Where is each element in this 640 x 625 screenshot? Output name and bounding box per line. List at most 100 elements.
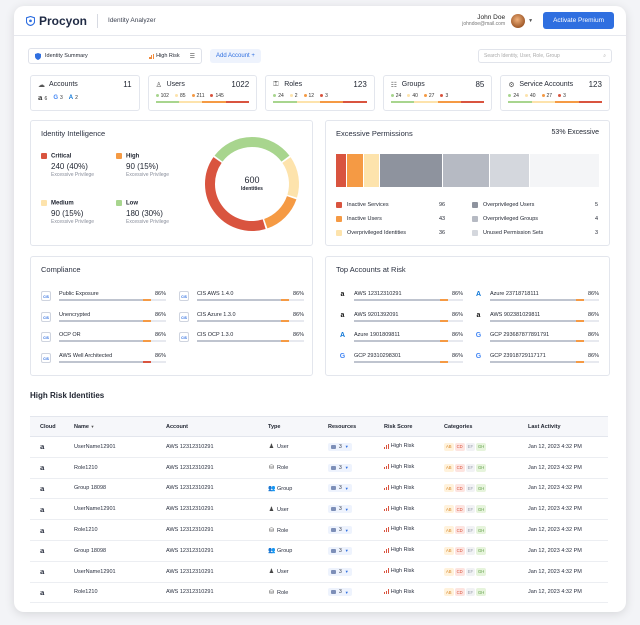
table-row[interactable]: a UserName12901 AWS 12312310291 ♟ User 3 ▼ High… [30,561,608,583]
avatar[interactable] [511,13,526,28]
resources-dropdown[interactable]: 3 ▼ [328,442,352,451]
permission-bar-segment[interactable] [380,154,442,187]
permission-item[interactable]: Inactive Services 96 [336,202,462,208]
table-row[interactable]: a Role1210 AWS 12312310291 ⛁ Role 3 ▼ High Risk… [30,457,608,479]
compliance-item[interactable]: CIS CIS Azure 1.3.0 86% [179,310,304,328]
chevron-down-icon[interactable]: ▼ [528,17,534,24]
cell-name[interactable]: Group 18098 [64,540,156,562]
account-item[interactable]: G GCP 293687877891791 86% [474,330,599,348]
roles-card[interactable]: ⚿ Roles 123 24 2 12 3 [265,75,375,111]
resources-dropdown[interactable]: 3 ▼ [328,588,352,597]
category-tag[interactable]: AB [444,463,454,472]
cell-name[interactable]: Role1210 [64,519,156,541]
category-tag[interactable]: CD [454,505,465,514]
table-row[interactable]: a Role1210 AWS 12312310291 ⛁ Role 3 ▼ High Risk… [30,519,608,541]
category-tag[interactable]: EF [465,442,476,451]
cell-name[interactable]: Group 18098 [64,478,156,500]
category-tag[interactable]: EF [465,546,476,555]
category-tag[interactable]: GH [476,442,487,451]
category-tag[interactable]: CD [454,526,465,535]
severity-high[interactable]: High 90 (15%) Excessive Privilege [116,153,169,178]
category-tag[interactable]: AB [444,484,454,493]
category-tag[interactable]: EF [465,505,476,514]
account-item[interactable]: A Azure 23718718111 86% [474,289,599,307]
permission-item[interactable]: Overprivileged Groups 4 [472,216,598,222]
logo[interactable]: Procyon [26,14,87,28]
col-name[interactable]: Name ▼ [64,416,156,437]
category-tag[interactable]: CD [454,567,465,576]
resources-dropdown[interactable]: 3 ▼ [328,526,352,535]
permission-item[interactable]: Inactive Users 43 [336,216,462,222]
category-tag[interactable]: GH [476,588,487,597]
permission-bar-segment[interactable] [529,154,600,187]
cell-name[interactable]: Role1210 [64,457,156,479]
compliance-item[interactable]: CIS Public Exposure 86% [41,289,166,307]
cell-name[interactable]: UserName12901 [64,436,156,458]
compliance-item[interactable]: CIS OCP OR 86% [41,330,166,348]
category-tag[interactable]: GH [476,526,487,535]
sort-down-icon[interactable]: ▼ [90,423,95,429]
account-item[interactable]: a AWS 902381029811 86% [474,310,599,328]
service-accounts-card[interactable]: ⚙ Service Accounts 123 24 40 27 3 [500,75,610,111]
donut-slice-high[interactable] [263,195,297,229]
category-tag[interactable]: AB [444,526,454,535]
resources-dropdown[interactable]: 3 ▼ [328,463,352,472]
compliance-item[interactable]: CIS CIS OCP 1.3.0 86% [179,330,304,348]
cell-name[interactable]: UserName12901 [64,561,156,583]
category-tag[interactable]: EF [465,463,476,472]
permission-bar-segment[interactable] [490,154,529,187]
donut-slice-medium[interactable] [282,157,299,198]
category-tag[interactable]: GH [476,484,487,493]
permission-bar-segment[interactable] [442,154,490,187]
cell-name[interactable]: UserName12901 [64,498,156,521]
account-item[interactable]: G GCP 23918729117171 86% [474,351,599,369]
category-tag[interactable]: CD [454,484,465,493]
compliance-item[interactable]: CIS AWS Well Architected 86% [41,351,166,369]
category-tag[interactable]: AB [444,505,454,514]
category-tag[interactable]: CD [454,546,465,555]
permission-item[interactable]: Overprivileged Identities 36 [336,230,462,236]
category-tag[interactable]: CD [454,463,465,472]
permission-bar-segment[interactable] [347,154,363,187]
resources-dropdown[interactable]: 3 ▼ [328,567,352,576]
account-item[interactable]: A Azure 1901809811 86% [338,330,463,348]
resources-dropdown[interactable]: 3 ▼ [328,546,352,555]
table-row[interactable]: a Group 18098 AWS 12312310291 👥 Group 3 ▼ High … [30,540,608,562]
menu-icon[interactable]: ☰ [189,53,195,60]
severity-medium[interactable]: Medium 90 (15%) Excessive Privilege [41,200,94,225]
table-row[interactable]: a Group 18098 AWS 12312310291 👥 Group 3 ▼ High … [30,478,608,500]
permission-item[interactable]: Unused Permission Sets 3 [472,230,598,236]
category-tag[interactable]: AB [444,442,454,451]
category-tag[interactable]: EF [465,526,476,535]
groups-card[interactable]: ☷ Groups 85 24 40 27 3 [382,75,493,111]
resources-dropdown[interactable]: 3 ▼ [328,484,352,493]
users-card[interactable]: ♙ Users 1022 102 85 211 145 [147,75,258,111]
table-row[interactable]: a UserName12901 AWS 12312310291 ♟ User 3 ▼ High… [30,498,608,521]
search-input[interactable]: Search Identity, User, Role, Group ⌕ [478,49,612,63]
compliance-item[interactable]: CIS CIS AWS 1.4.0 86% [179,289,304,307]
donut-slice-critical[interactable] [205,157,266,231]
risk-filter[interactable]: High Risk [149,53,180,59]
category-tag[interactable]: CD [454,588,465,597]
table-row[interactable]: a UserName12901 AWS 12312310291 ♟ User 3 ▼ High… [30,436,608,458]
category-tag[interactable]: EF [465,567,476,576]
permission-item[interactable]: Overprivileged Users 5 [472,202,598,208]
resources-dropdown[interactable]: 3 ▼ [328,505,352,514]
table-row[interactable]: a Role1210 AWS 12312310291 ⛁ Role 3 ▼ High Risk… [30,582,608,604]
cell-name[interactable]: Role1210 [64,582,156,604]
category-tag[interactable]: GH [476,567,487,576]
add-account-button[interactable]: Add Account + [210,49,261,63]
identity-summary-select[interactable]: Identity Summary High Risk ☰ [28,48,202,64]
category-tag[interactable]: CD [454,442,465,451]
permission-bar-segment[interactable] [363,154,380,187]
category-tag[interactable]: AB [444,546,454,555]
compliance-item[interactable]: CIS Unencrypted 86% [41,310,166,328]
category-tag[interactable]: GH [476,546,487,555]
account-item[interactable]: a AWS 9201392091 86% [338,310,463,328]
donut-slice-low[interactable] [214,137,290,162]
severity-critical[interactable]: Critical 240 (40%) Excessive Privilege [41,153,94,178]
severity-low[interactable]: Low 180 (30%) Excessive Privilege [116,200,169,225]
account-item[interactable]: a AWS 12312310291 86% [338,289,463,307]
category-tag[interactable]: EF [465,588,476,597]
